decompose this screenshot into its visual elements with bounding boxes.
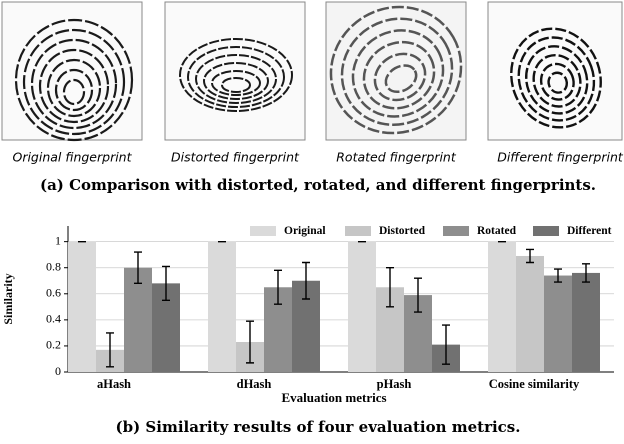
legend-label: Rotated: [477, 225, 517, 237]
bar: [488, 242, 516, 372]
y-tick-label: 0.8: [46, 259, 61, 273]
y-axis-label: Similarity: [1, 273, 15, 324]
legend-label: Different: [567, 225, 612, 237]
x-axis-label: Evaluation metrics: [281, 390, 386, 405]
bar: [516, 256, 544, 372]
bar: [68, 242, 96, 372]
legend-label: Original: [284, 225, 326, 237]
image-frame: [326, 2, 466, 140]
x-tick-label: dHash: [237, 377, 272, 391]
image-label: Distorted fingerprint: [171, 150, 300, 165]
image-label: Rotated fingerprint: [336, 150, 457, 165]
x-tick-label: pHash: [377, 377, 412, 391]
y-tick-label: 0.4: [46, 312, 61, 326]
y-tick-label: 1: [55, 233, 61, 247]
legend-swatch: [250, 226, 276, 236]
x-tick-label: aHash: [97, 377, 131, 391]
legend-label: Distorted: [379, 225, 426, 237]
legend-swatch: [443, 226, 469, 236]
bar: [544, 276, 572, 372]
fingerprint-images: [2, 0, 622, 157]
x-tick-label: Cosine similarity: [489, 377, 580, 391]
bar: [348, 242, 376, 372]
legend-swatch: [533, 226, 559, 236]
figure: Original fingerprint Distorted fingerpri…: [0, 0, 624, 444]
bar: [208, 242, 236, 372]
bar-chart: 0 0.2 0.4 0.6 0.8 1 Similarity Evaluation metri…: [1, 225, 614, 405]
y-tick-label: 0: [55, 364, 61, 378]
bar: [572, 273, 600, 372]
canvas: Original fingerprint Distorted fingerpri…: [0, 0, 624, 444]
y-tick-label: 0.6: [46, 286, 61, 300]
image-label: Different fingerprint: [497, 150, 624, 165]
caption: (b) Similarity results of four evaluatio…: [116, 418, 521, 436]
y-tick-label: 0.2: [46, 338, 61, 352]
image-label: Original fingerprint: [12, 150, 132, 165]
legend-swatch: [345, 226, 371, 236]
caption: (a) Comparison with distorted, rotated, …: [40, 176, 596, 194]
